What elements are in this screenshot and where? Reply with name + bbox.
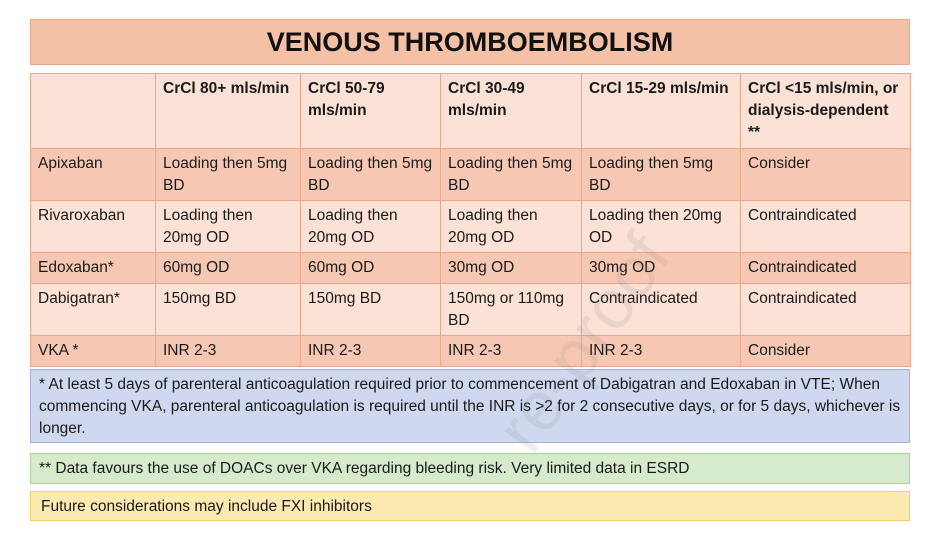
header-cell-crcl-under-15: CrCl <15 mls/min, or dialysis-dependent …	[740, 73, 911, 149]
table-row: Rivaroxaban Loading then 20mg OD Loading…	[30, 200, 911, 253]
table-cell: 150mg or 110mg BD	[440, 283, 582, 336]
table-cell: Consider	[740, 148, 911, 201]
drug-name-cell: Rivaroxaban	[30, 200, 156, 253]
drug-name-cell: Edoxaban*	[30, 252, 156, 284]
table-cell: Contraindicated	[740, 252, 911, 284]
table-cell: INR 2-3	[440, 335, 582, 367]
title-banner: VENOUS THROMBOEMBOLISM	[30, 19, 910, 65]
table-row: Apixaban Loading then 5mg BD Loading the…	[30, 148, 911, 201]
header-cell-empty	[30, 73, 156, 149]
footnote-parenteral-anticoagulation: * At least 5 days of parenteral anticoag…	[30, 369, 910, 443]
table-cell: Loading then 5mg BD	[300, 148, 441, 201]
header-cell-crcl-15-29: CrCl 15-29 mls/min	[581, 73, 741, 149]
header-cell-crcl-30-49: CrCl 30-49 mls/min	[440, 73, 582, 149]
table-cell: Contraindicated	[740, 283, 911, 336]
table-cell: 60mg OD	[155, 252, 301, 284]
footnote-bleeding-risk: ** Data favours the use of DOACs over VK…	[30, 453, 910, 484]
table-cell: INR 2-3	[155, 335, 301, 367]
table-cell: Loading then 5mg BD	[581, 148, 741, 201]
table-cell: Loading then 5mg BD	[440, 148, 582, 201]
table-cell: Loading then 20mg OD	[300, 200, 441, 253]
drug-name-cell: Apixaban	[30, 148, 156, 201]
table-row: Dabigatran* 150mg BD 150mg BD 150mg or 1…	[30, 283, 911, 336]
table-cell: 150mg BD	[155, 283, 301, 336]
table-cell: Loading then 20mg OD	[581, 200, 741, 253]
table-cell: Contraindicated	[581, 283, 741, 336]
table-cell: 30mg OD	[440, 252, 582, 284]
table-cell: 30mg OD	[581, 252, 741, 284]
table-cell: Contraindicated	[740, 200, 911, 253]
header-cell-crcl-50-79: CrCl 50-79 mls/min	[300, 73, 441, 149]
future-considerations-note: Future considerations may include FXI in…	[30, 491, 910, 521]
table-cell: INR 2-3	[581, 335, 741, 367]
table-cell: Loading then 20mg OD	[155, 200, 301, 253]
drug-name-cell: Dabigatran*	[30, 283, 156, 336]
table-cell: 60mg OD	[300, 252, 441, 284]
dosing-table: CrCl 80+ mls/min CrCl 50-79 mls/min CrCl…	[30, 73, 911, 367]
table-row: Edoxaban* 60mg OD 60mg OD 30mg OD 30mg O…	[30, 252, 911, 284]
table-cell: Loading then 20mg OD	[440, 200, 582, 253]
table-header-row: CrCl 80+ mls/min CrCl 50-79 mls/min CrCl…	[30, 73, 911, 149]
table-cell: 150mg BD	[300, 283, 441, 336]
page-title: VENOUS THROMBOEMBOLISM	[266, 26, 674, 57]
table-cell: Consider	[740, 335, 911, 367]
header-cell-crcl-80: CrCl 80+ mls/min	[155, 73, 301, 149]
table-cell: INR 2-3	[300, 335, 441, 367]
table-row: VKA * INR 2-3 INR 2-3 INR 2-3 INR 2-3 Co…	[30, 335, 911, 367]
table-cell: Loading then 5mg BD	[155, 148, 301, 201]
drug-name-cell: VKA *	[30, 335, 156, 367]
